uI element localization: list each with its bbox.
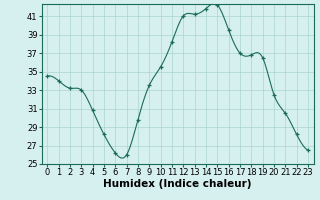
X-axis label: Humidex (Indice chaleur): Humidex (Indice chaleur) <box>103 179 252 189</box>
